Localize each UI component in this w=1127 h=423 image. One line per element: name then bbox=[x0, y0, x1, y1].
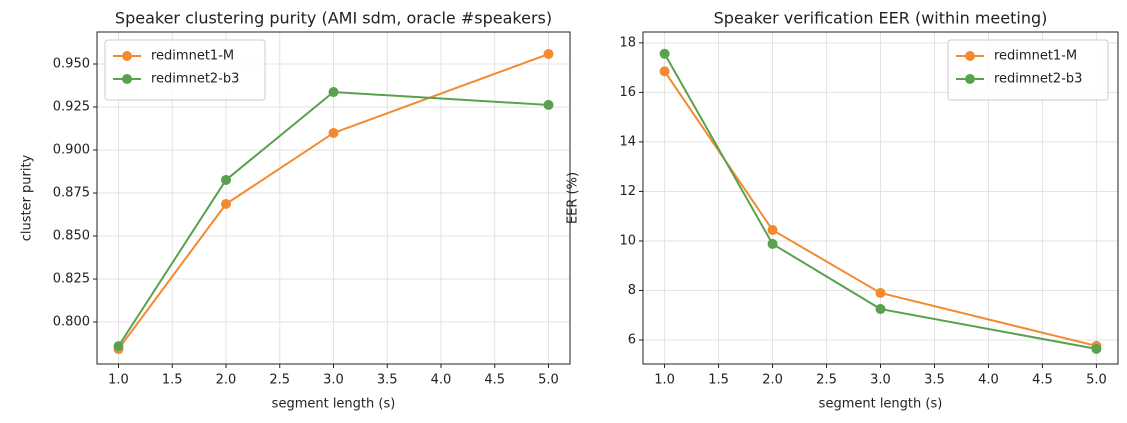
y-tick-label: 14 bbox=[619, 134, 636, 149]
x-tick-label: 5.0 bbox=[1086, 373, 1107, 388]
plot-frame bbox=[96, 31, 571, 365]
y-tick-label: 0.875 bbox=[53, 186, 90, 201]
x-axis-label: segment length (s) bbox=[819, 397, 943, 412]
x-tick-label: 2.0 bbox=[762, 373, 783, 388]
x-tick-label: 4.5 bbox=[484, 373, 505, 388]
x-axis-label: segment length (s) bbox=[272, 397, 396, 412]
data-point bbox=[659, 48, 670, 59]
y-axis-label: EER (%) bbox=[566, 172, 581, 224]
y-tick-label: 0.825 bbox=[53, 272, 90, 287]
data-point bbox=[543, 99, 554, 110]
chart: 1.0 1.5 2.0 2.5 3.0 3.5 4.0 4.5 5.0 6 8 10 12 14 16 18 S… bbox=[566, 9, 1119, 412]
series-line bbox=[117, 53, 549, 350]
data-point bbox=[767, 225, 778, 236]
legend: redimnet1-M redimnet2-b3 bbox=[104, 39, 266, 101]
y-tick-label: 0.925 bbox=[53, 100, 90, 115]
data-point bbox=[767, 238, 778, 249]
x-tick-label: 4.0 bbox=[978, 373, 999, 388]
data-point bbox=[328, 127, 339, 138]
chart: 1.0 1.5 2.0 2.5 3.0 3.5 4.0 4.5 5.0 0.800 0.825 0.8… bbox=[20, 9, 571, 412]
data-point bbox=[221, 174, 231, 185]
x-tick-label: 3.0 bbox=[870, 373, 891, 388]
x-tick-label: 2.5 bbox=[816, 373, 837, 388]
data-point bbox=[1091, 343, 1102, 354]
legend-marker bbox=[965, 74, 975, 84]
y-tick-label: 0.950 bbox=[53, 56, 90, 71]
x-tick-label: 1.0 bbox=[108, 373, 129, 388]
legend-marker bbox=[965, 51, 975, 61]
y-tick-label: 0.850 bbox=[53, 229, 90, 244]
x-tick-label: 5.0 bbox=[538, 373, 559, 388]
data-point bbox=[328, 87, 339, 98]
y-tick-label: 12 bbox=[619, 184, 636, 199]
legend-label: redimnet1-M bbox=[994, 49, 1077, 64]
x-tick-label: 2.0 bbox=[216, 373, 237, 388]
x-tick-label: 3.0 bbox=[323, 373, 344, 388]
y-axis-label: cluster purity bbox=[20, 154, 35, 241]
y-tick-label: 0.800 bbox=[53, 315, 90, 330]
y-tick-label: 16 bbox=[619, 85, 636, 100]
x-tick-label: 1.5 bbox=[708, 373, 729, 388]
y-tick-label: 0.900 bbox=[53, 143, 90, 158]
legend-box bbox=[104, 39, 266, 101]
y-tick-label: 8 bbox=[628, 283, 636, 298]
x-tick-label: 1.0 bbox=[654, 373, 675, 388]
legend-label: redimnet2-b3 bbox=[151, 72, 239, 87]
series-line bbox=[663, 53, 1097, 350]
y-tick-label: 18 bbox=[619, 35, 636, 50]
legend-label: redimnet2-b3 bbox=[994, 72, 1082, 87]
data-point bbox=[221, 199, 231, 210]
y-tick-label: 6 bbox=[628, 332, 636, 347]
data-point bbox=[875, 304, 886, 315]
x-tick-label: 1.5 bbox=[162, 373, 183, 388]
data-point bbox=[875, 287, 886, 298]
x-tick-label: 3.5 bbox=[377, 373, 398, 388]
chart-title: Speaker verification EER (within meeting… bbox=[714, 9, 1048, 28]
x-tick-label: 2.5 bbox=[269, 373, 290, 388]
data-point bbox=[113, 341, 124, 352]
x-tick-label: 3.5 bbox=[924, 373, 945, 388]
x-tick-label: 4.5 bbox=[1032, 373, 1053, 388]
legend: redimnet1-M redimnet2-b3 bbox=[947, 39, 1109, 101]
data-point bbox=[659, 66, 670, 77]
y-tick-label: 10 bbox=[619, 233, 636, 248]
data-point bbox=[543, 49, 554, 60]
chart-title: Speaker clustering purity (AMI sdm, orac… bbox=[115, 9, 552, 28]
series-line bbox=[117, 91, 549, 347]
legend-box bbox=[947, 39, 1109, 101]
legend-marker bbox=[122, 74, 132, 84]
plot-frame bbox=[642, 31, 1119, 365]
legend-marker bbox=[122, 51, 132, 61]
x-tick-label: 4.0 bbox=[431, 373, 452, 388]
legend-label: redimnet1-M bbox=[151, 49, 234, 64]
